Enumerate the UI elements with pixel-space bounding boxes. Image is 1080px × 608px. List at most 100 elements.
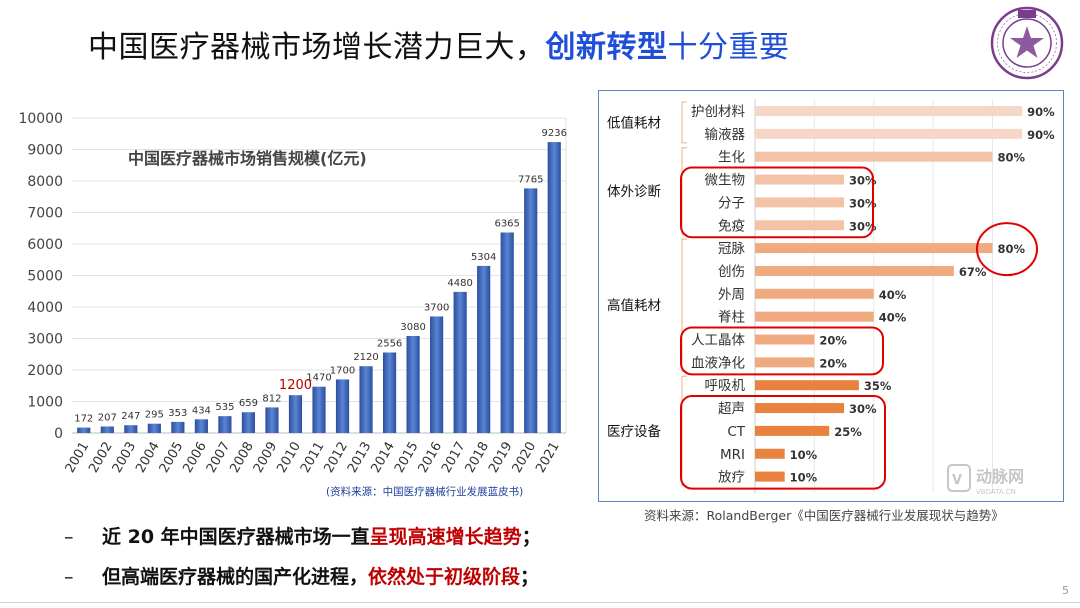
y-tick-label: 0 [54, 426, 63, 442]
category-label: 脊柱 [718, 310, 745, 326]
bar-value-label: 9236 [542, 128, 567, 139]
bar-value-label: 30% [849, 196, 877, 210]
group-bracket [681, 147, 687, 235]
bullet-dash: – [64, 526, 74, 548]
bar-value-label: 812 [262, 393, 281, 404]
bar-value-label: 1470 [306, 373, 331, 384]
bar-value-label: 20% [819, 356, 847, 370]
bar-value-label: 1700 [330, 365, 355, 376]
bar-2021 [547, 142, 561, 433]
bullet-1: – 近 20 年中国医疗器械市场一直呈现高速增长趋势； [64, 522, 541, 549]
highlight-circle [976, 222, 1038, 277]
bar-value-label: 7765 [518, 174, 543, 185]
bar-2005 [171, 421, 185, 433]
vbdata-watermark-icon: V 动脉网 VBDATA.CN [947, 464, 1024, 496]
bar-2006 [194, 419, 208, 433]
group-label: 医疗设备 [607, 423, 661, 440]
x-tick-label: 2012 [321, 440, 351, 476]
x-tick-label: 2011 [298, 440, 328, 476]
category-label: 放疗 [718, 470, 745, 486]
y-tick-label: 1000 [27, 395, 63, 411]
category-label: 呼吸机 [705, 378, 746, 394]
x-tick-label: 2017 [439, 440, 469, 476]
x-tick-label: 2007 [204, 440, 234, 476]
x-tick-label: 2002 [86, 440, 116, 476]
y-tick-label: 6000 [27, 237, 63, 253]
x-tick-label: 2006 [180, 440, 210, 476]
y-tick-label: 5000 [27, 269, 63, 285]
watermark-text: 动脉网 [976, 467, 1024, 486]
bullet-end: ； [521, 526, 541, 548]
bar-2017 [453, 291, 467, 433]
bar-冠脉 [755, 243, 993, 254]
x-tick-label: 2020 [510, 440, 540, 476]
y-tick-label: 3000 [27, 332, 63, 348]
title-part2: 创新转型 [545, 30, 668, 65]
bar-免疫 [755, 220, 845, 231]
bar-2008 [241, 412, 256, 433]
category-label: 超声 [718, 401, 745, 417]
slide-title: 中国医疗器械市场增长潜力巨大，创新转型十分重要 [88, 22, 790, 66]
bar-输液器 [755, 128, 1023, 139]
highlight-box [680, 326, 884, 376]
group-bracket [681, 375, 687, 487]
bar-value-label: 80% [997, 151, 1025, 165]
bar-2001 [77, 427, 91, 433]
bar-护创材料 [755, 106, 1023, 116]
bar-2020 [524, 188, 538, 433]
category-label: 护创材料 [691, 104, 745, 120]
category-label: 血液净化 [691, 355, 745, 371]
bar-2016 [430, 316, 444, 433]
bar-2003 [124, 425, 138, 433]
x-tick-label: 2016 [416, 440, 446, 476]
bar-value-label: 2120 [353, 352, 378, 363]
penetration-chart: 护创材料 90% 输液器 90% 生化 80% 微生物 30% 分子 30% 免疫 30% 冠脉 80% 创… [598, 90, 1064, 502]
group-label: 体外诊断 [607, 184, 661, 200]
group-bracket [681, 101, 687, 144]
bar-2002 [100, 426, 114, 433]
bar-2015 [406, 335, 420, 433]
bar-放疗 [755, 471, 785, 482]
penetration-chart-svg: 护创材料 90% 输液器 90% 生化 80% 微生物 30% 分子 30% 免疫 30% 冠脉 80% 创… [607, 99, 1055, 493]
bullet-end: ； [520, 566, 540, 588]
title-part3: 十分重要 [667, 30, 790, 65]
bullet-text: 但高端医疗器械的国产化进程， [102, 566, 369, 588]
market-size-chart: 172 207 247 295 353 434 535 659 812 1200 1470 1700 2… [0, 100, 590, 510]
bar-value-label: 434 [192, 405, 211, 416]
bar-2011 [312, 386, 326, 433]
bar-分子 [755, 197, 845, 208]
bar-2007 [218, 416, 232, 433]
y-tick-label: 7000 [27, 206, 63, 222]
x-tick-label: 2009 [251, 440, 281, 476]
bullet-highlight: 依然处于初级阶段 [368, 566, 521, 588]
x-tick-label: 2005 [157, 440, 187, 476]
x-tick-label: 2019 [486, 440, 516, 476]
y-tick-label: 9000 [27, 143, 63, 159]
bar-value-label: 5304 [471, 252, 496, 263]
bar-value-label: 207 [98, 412, 117, 423]
bar-人工晶体 [755, 334, 815, 345]
bar-value-label: 30% [849, 219, 877, 233]
university-seal-icon [990, 6, 1064, 80]
y-tick-label: 10000 [18, 111, 63, 127]
bar-value-label: 295 [145, 410, 164, 421]
bar-value-label: 40% [879, 288, 907, 302]
bar-2014 [382, 352, 397, 433]
y-tick-label: 2000 [27, 363, 63, 379]
bar-脊柱 [755, 311, 874, 322]
right-chart-source: 资料来源：RolandBerger《中国医疗器械行业发展现状与趋势》 [644, 508, 1004, 523]
bar-value-label: 247 [121, 411, 140, 422]
category-label: MRI [720, 447, 745, 463]
bar-value-label: 10% [790, 471, 818, 485]
bar-CT [755, 425, 830, 436]
bar-value-label: 90% [1027, 128, 1055, 142]
x-tick-label: 2008 [227, 440, 257, 476]
highlight-box [680, 166, 874, 239]
bar-2004 [147, 423, 161, 433]
y-tick-label: 4000 [27, 300, 63, 316]
bar-value-label: 10% [790, 448, 818, 462]
bar-value-label: 90% [1027, 105, 1055, 119]
bar-value-label: 80% [997, 242, 1025, 256]
bar-value-label: 659 [239, 398, 258, 409]
